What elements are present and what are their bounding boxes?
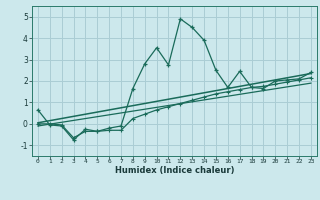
X-axis label: Humidex (Indice chaleur): Humidex (Indice chaleur) [115,166,234,175]
